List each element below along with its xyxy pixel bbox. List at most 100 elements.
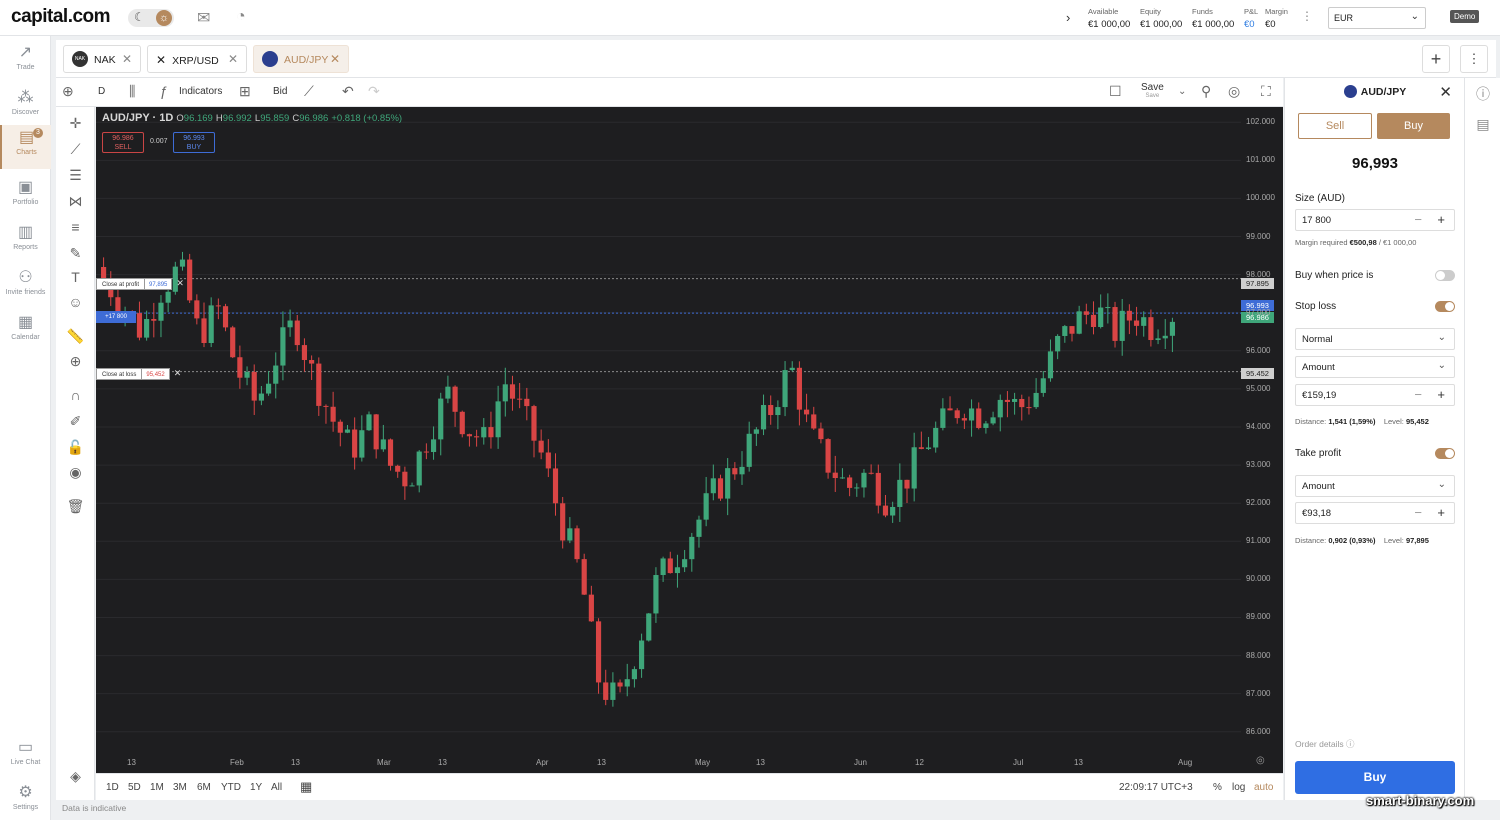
candle-body[interactable] xyxy=(854,487,860,489)
candle-body[interactable] xyxy=(1012,398,1018,402)
layout-grid-icon[interactable]: ⊞ xyxy=(239,83,251,99)
candle-body[interactable] xyxy=(890,506,896,516)
magnet-icon[interactable]: ∩ xyxy=(70,387,81,403)
candle-body[interactable] xyxy=(151,319,157,321)
buy-when-toggle[interactable] xyxy=(1435,270,1455,281)
candle-body[interactable] xyxy=(201,318,207,344)
candle-body[interactable] xyxy=(839,477,846,479)
compare-icon[interactable]: ⟋ xyxy=(304,83,314,99)
stop-loss-line-label[interactable]: Close at loss 95,452 ✕ xyxy=(96,367,181,380)
nav-calendar[interactable]: ▦ Calendar xyxy=(0,310,51,354)
take-profit-amount-input[interactable]: €93,18 − + xyxy=(1295,502,1455,524)
candle-body[interactable] xyxy=(911,447,917,489)
candle-body[interactable] xyxy=(366,414,372,431)
candle-body[interactable] xyxy=(359,430,365,458)
candle-body[interactable] xyxy=(1126,310,1132,321)
candle-body[interactable] xyxy=(466,434,473,437)
candle-body[interactable] xyxy=(330,406,336,422)
plus-icon[interactable]: + xyxy=(1437,505,1445,520)
candle-body[interactable] xyxy=(811,414,817,429)
candle-body[interactable] xyxy=(430,439,437,453)
candle-body[interactable] xyxy=(653,575,659,614)
candle-body[interactable] xyxy=(158,302,164,321)
candle-body[interactable] xyxy=(502,384,508,402)
candle-body[interactable] xyxy=(925,447,932,449)
candle-body[interactable] xyxy=(323,405,329,407)
candle-body[interactable] xyxy=(603,682,609,700)
candle-body[interactable] xyxy=(725,468,731,499)
candle-body[interactable] xyxy=(667,558,673,574)
more-options-button[interactable]: ⋮ xyxy=(1460,45,1488,73)
bid-button[interactable]: Bid xyxy=(273,86,288,97)
candle-body[interactable] xyxy=(517,398,523,400)
candle-body[interactable] xyxy=(868,472,874,474)
candle-body[interactable] xyxy=(646,613,652,641)
close-icon[interactable]: ✕ xyxy=(227,52,238,66)
candle-body[interactable] xyxy=(660,558,666,576)
candle-body[interactable] xyxy=(474,436,480,438)
indicators-icon[interactable]: ƒ xyxy=(160,83,168,99)
candle-body[interactable] xyxy=(1062,326,1068,336)
candle-body[interactable] xyxy=(237,357,243,378)
range-3m[interactable]: 3M xyxy=(173,782,187,793)
close-icon[interactable]: ✕ xyxy=(121,52,132,66)
undo-icon[interactable]: ↶ xyxy=(342,83,354,99)
candle-body[interactable] xyxy=(639,640,645,670)
pie-chart-icon[interactable]: ◔ xyxy=(236,8,246,25)
add-symbol-icon[interactable]: ⊕ xyxy=(62,83,74,99)
candle-body[interactable] xyxy=(976,408,982,428)
candle-body[interactable] xyxy=(803,409,810,415)
candle-body[interactable] xyxy=(294,320,300,346)
candle-body[interactable] xyxy=(459,411,465,435)
candle-body[interactable] xyxy=(782,370,788,408)
range-all[interactable]: All xyxy=(271,782,283,793)
candle-body[interactable] xyxy=(115,297,121,313)
candle-body[interactable] xyxy=(251,371,257,401)
candle-body[interactable] xyxy=(531,406,537,441)
candle-body[interactable] xyxy=(395,465,401,472)
tab-nak[interactable]: NAK NAK ✕ xyxy=(63,45,141,73)
candle-body[interactable] xyxy=(452,386,458,412)
candle-body[interactable] xyxy=(897,479,903,507)
candle-body[interactable] xyxy=(567,528,573,541)
candle-body[interactable] xyxy=(825,439,831,473)
capital-logo[interactable]: capital.com xyxy=(11,6,111,27)
chart-sell-button[interactable]: 96.986 SELL xyxy=(102,132,144,153)
candle-body[interactable] xyxy=(287,320,293,328)
candle-body[interactable] xyxy=(552,468,559,504)
zoom-in-icon[interactable]: ⊕ xyxy=(69,353,82,369)
nav-portfolio[interactable]: ▣ Portfolio xyxy=(0,175,51,219)
candle-body[interactable] xyxy=(301,345,308,361)
candle-body[interactable] xyxy=(1076,311,1082,334)
sell-toggle-button[interactable]: Sell xyxy=(1298,113,1372,139)
checkbox-icon[interactable]: ☐ xyxy=(1109,83,1122,99)
take-profit-toggle[interactable] xyxy=(1435,448,1455,459)
candle-body[interactable] xyxy=(739,466,745,475)
candle-body[interactable] xyxy=(1098,307,1104,328)
buy-toggle-button[interactable]: Buy xyxy=(1377,113,1450,139)
auto-toggle[interactable]: auto xyxy=(1254,782,1274,793)
candle-body[interactable] xyxy=(595,621,602,683)
candle-body[interactable] xyxy=(309,360,315,364)
emoji-icon[interactable]: ☺ xyxy=(68,294,83,310)
candle-body[interactable] xyxy=(732,468,738,475)
candle-body[interactable] xyxy=(796,367,802,410)
currency-select[interactable]: EUR ⌄ xyxy=(1328,7,1426,29)
indicators-button[interactable]: Indicators xyxy=(179,86,223,97)
candle-body[interactable] xyxy=(194,300,200,319)
info-icon[interactable]: ⓘ xyxy=(1476,86,1490,102)
search-settings-icon[interactable]: ⚲ xyxy=(1201,83,1212,99)
chevron-right-icon[interactable]: › xyxy=(1066,10,1071,25)
candle-body[interactable] xyxy=(488,427,494,438)
candle-body[interactable] xyxy=(316,363,322,406)
candle-body[interactable] xyxy=(617,682,623,687)
candle-body[interactable] xyxy=(481,427,487,438)
candle-body[interactable] xyxy=(1148,317,1154,341)
nav-discover[interactable]: ⁂ Discover xyxy=(0,85,51,129)
candle-body[interactable] xyxy=(904,479,910,489)
candle-body[interactable] xyxy=(818,428,824,440)
range-6m[interactable]: 6M xyxy=(197,782,211,793)
candle-body[interactable] xyxy=(674,567,681,574)
candle-body[interactable] xyxy=(265,383,272,394)
stop-loss-amount-input[interactable]: €159,19 − + xyxy=(1295,384,1455,406)
